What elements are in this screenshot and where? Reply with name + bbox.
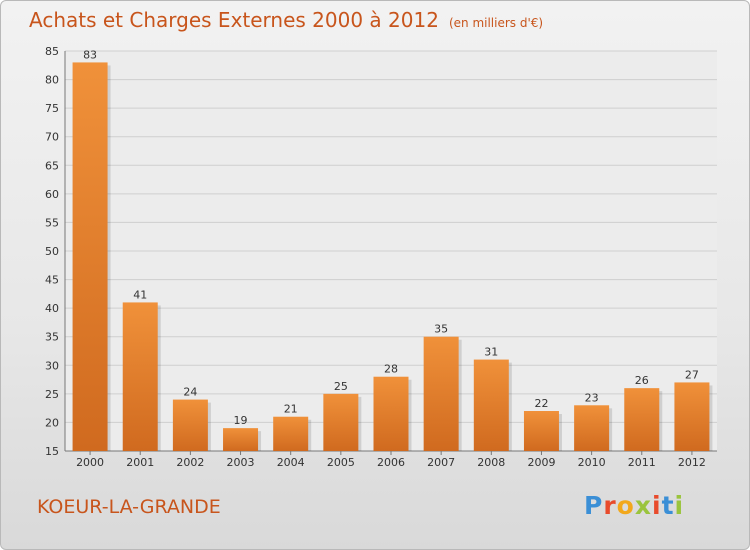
bar-2006 (373, 376, 409, 451)
x-tick-label-2012: 2012 (678, 456, 706, 469)
value-label-2005: 25 (334, 380, 348, 393)
chart-title: Achats et Charges Externes 2000 à 2012 (e… (29, 8, 543, 32)
brand-letter: x (634, 491, 652, 520)
bar-2002 (172, 399, 208, 451)
y-tick-label: 35 (45, 331, 59, 344)
x-tick-label-2001: 2001 (126, 456, 154, 469)
brand-letter: P (584, 491, 604, 520)
brand-letter: i (652, 491, 662, 520)
value-label-2001: 41 (133, 288, 147, 301)
value-label-2007: 35 (434, 323, 448, 336)
brand-letter: t (661, 491, 675, 520)
brand-letter: r (603, 491, 617, 520)
y-tick-label: 20 (45, 416, 59, 429)
value-label-2003: 19 (234, 414, 248, 427)
chart-title-text: Achats et Charges Externes 2000 à 2012 (29, 8, 439, 32)
bar-2011 (624, 388, 660, 451)
x-tick-label-2008: 2008 (477, 456, 505, 469)
x-tick-label-2010: 2010 (578, 456, 606, 469)
y-tick-label: 60 (45, 188, 59, 201)
bar-2009 (523, 411, 559, 451)
bar-2012 (674, 382, 710, 451)
bar-2004 (273, 416, 309, 451)
y-tick-label: 25 (45, 388, 59, 401)
value-label-2009: 22 (534, 397, 548, 410)
y-tick-label: 75 (45, 102, 59, 115)
y-tick-label: 15 (45, 445, 59, 458)
value-label-2006: 28 (384, 363, 398, 376)
x-tick-label-2011: 2011 (628, 456, 656, 469)
x-tick-label-2005: 2005 (327, 456, 355, 469)
x-tick-label-2009: 2009 (527, 456, 555, 469)
y-tick-label: 80 (45, 74, 59, 87)
bar-2007 (423, 336, 459, 451)
bar-2008 (473, 359, 509, 451)
brand-letter: o (616, 491, 635, 520)
value-label-2012: 27 (685, 368, 699, 381)
value-label-2004: 21 (284, 403, 298, 416)
x-tick-label-2000: 2000 (76, 456, 104, 469)
bar-2003 (223, 428, 259, 451)
bar-2000 (72, 62, 108, 452)
x-tick-label-2002: 2002 (176, 456, 204, 469)
x-tick-label-2004: 2004 (277, 456, 305, 469)
y-tick-label: 45 (45, 274, 59, 287)
bar-2005 (323, 393, 359, 451)
value-label-2010: 23 (585, 391, 599, 404)
y-tick-label: 50 (45, 245, 59, 258)
x-tick-label-2003: 2003 (227, 456, 255, 469)
x-tick-label-2006: 2006 (377, 456, 405, 469)
commune-name: KOEUR-LA-GRANDE (37, 496, 221, 518)
y-tick-label: 70 (45, 131, 59, 144)
value-label-2002: 24 (183, 386, 197, 399)
y-tick-label: 85 (45, 45, 59, 58)
y-tick-label: 55 (45, 216, 59, 229)
y-tick-label: 30 (45, 359, 59, 372)
y-tick-label: 65 (45, 159, 59, 172)
value-label-2008: 31 (484, 346, 498, 359)
y-tick-label: 40 (45, 302, 59, 315)
x-tick-label-2007: 2007 (427, 456, 455, 469)
brand-letter: i (674, 491, 685, 520)
chart-subtitle: (en milliers d'€) (448, 16, 544, 30)
bar-2001 (122, 302, 158, 451)
brand-logo: Proxiti (584, 491, 684, 520)
value-label-2011: 26 (635, 374, 649, 387)
value-label-2000: 83 (83, 48, 97, 61)
bar-2010 (574, 405, 610, 451)
